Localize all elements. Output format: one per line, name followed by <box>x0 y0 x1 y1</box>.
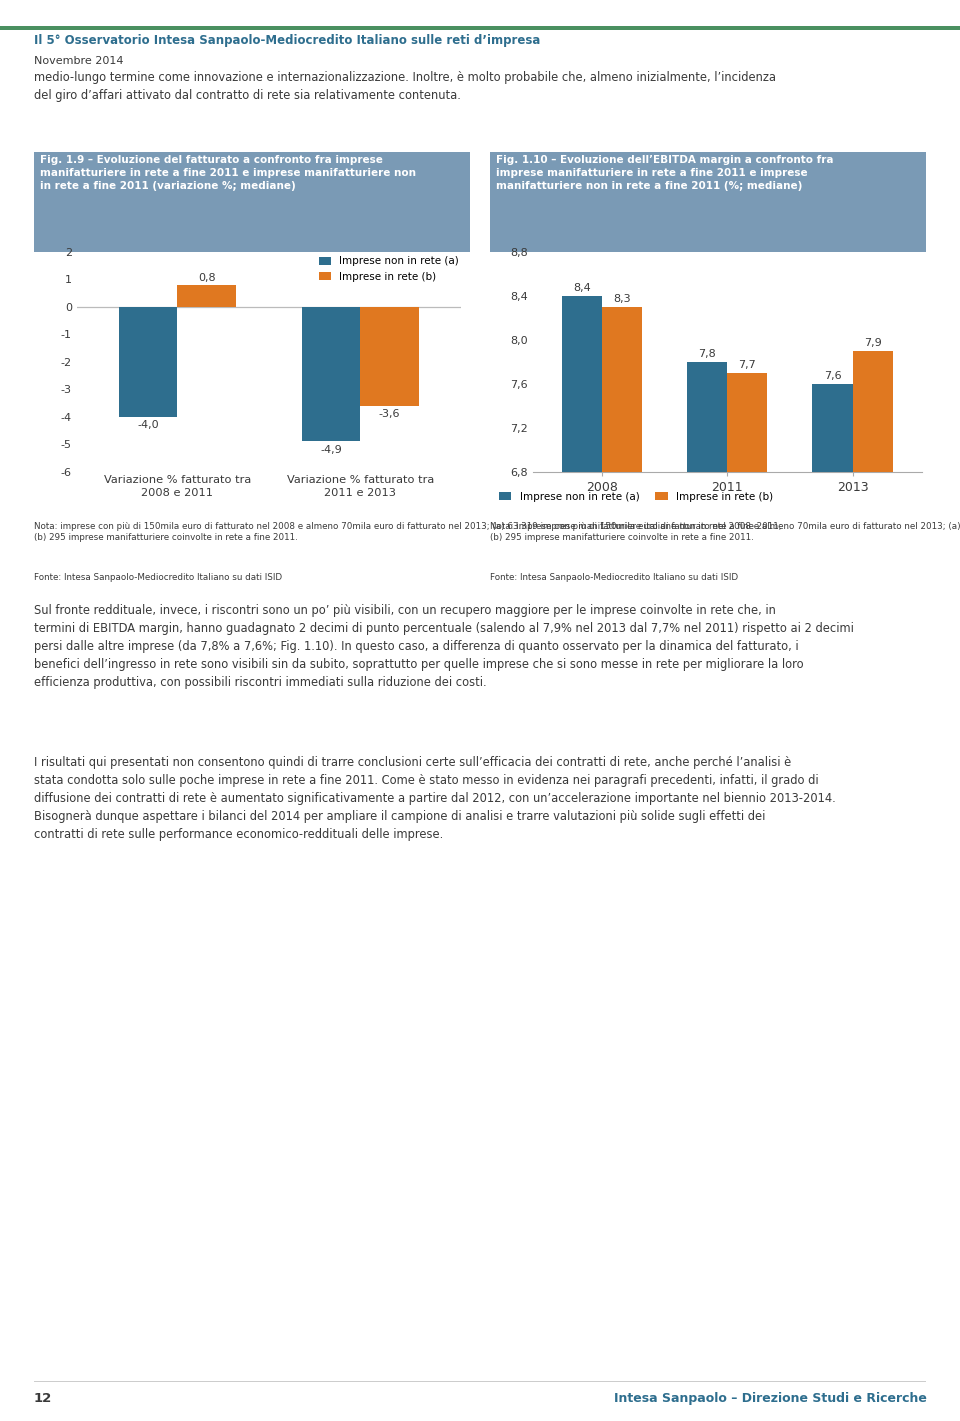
Bar <box>178 284 236 307</box>
Bar <box>687 361 728 1221</box>
Text: 7,7: 7,7 <box>738 361 756 371</box>
Text: Nota: imprese con più di 150mila euro di fatturato nel 2008 e almeno 70mila euro: Nota: imprese con più di 150mila euro di… <box>34 522 781 543</box>
Bar <box>119 307 178 416</box>
Bar <box>812 384 852 1221</box>
Text: I risultati qui presentati non consentono quindi di trarre conclusioni certe sul: I risultati qui presentati non consenton… <box>34 756 835 841</box>
Text: medio-lungo termine come innovazione e internazionalizzazione. Inoltre, è molto : medio-lungo termine come innovazione e i… <box>34 71 776 102</box>
Text: Novembre 2014: Novembre 2014 <box>34 57 123 67</box>
Text: -4,9: -4,9 <box>320 445 342 455</box>
Text: -3,6: -3,6 <box>379 409 400 419</box>
Text: 8,3: 8,3 <box>613 294 631 304</box>
Text: 7,9: 7,9 <box>864 338 881 348</box>
Text: Variazione % fatturato tra
2008 e 2011: Variazione % fatturato tra 2008 e 2011 <box>104 475 251 497</box>
Text: 7,8: 7,8 <box>698 350 716 360</box>
Legend: Imprese non in rete (a), Imprese in rete (b): Imprese non in rete (a), Imprese in rete… <box>494 487 778 506</box>
Text: Fig. 1.9 – Evoluzione del fatturato a confronto fra imprese
manifatturiere in re: Fig. 1.9 – Evoluzione del fatturato a co… <box>40 155 416 192</box>
Text: Sul fronte reddituale, invece, i riscontri sono un po’ più visibili, con un recu: Sul fronte reddituale, invece, i riscont… <box>34 604 853 689</box>
Text: Fig. 1.10 – Evoluzione dell’EBITDA margin a confronto fra
imprese manifatturiere: Fig. 1.10 – Evoluzione dell’EBITDA margi… <box>496 155 833 192</box>
Text: -4,0: -4,0 <box>137 421 159 431</box>
Bar <box>602 307 642 1221</box>
Text: 7,6: 7,6 <box>824 371 841 381</box>
Text: 0,8: 0,8 <box>198 273 215 283</box>
Text: Intesa Sanpaolo – Direzione Studi e Ricerche: Intesa Sanpaolo – Direzione Studi e Rice… <box>613 1391 926 1405</box>
Text: 8,4: 8,4 <box>573 283 590 293</box>
Text: 12: 12 <box>34 1391 52 1405</box>
Text: Nota: imprese con più di 150mila euro di fatturato nel 2008 e almeno 70mila euro: Nota: imprese con più di 150mila euro di… <box>490 522 960 543</box>
Bar <box>360 307 419 406</box>
Bar <box>301 307 360 442</box>
Text: Fonte: Intesa Sanpaolo-Mediocredito Italiano su dati ISID: Fonte: Intesa Sanpaolo-Mediocredito Ital… <box>34 573 281 581</box>
Bar <box>728 372 767 1221</box>
Bar <box>852 351 893 1221</box>
Text: Variazione % fatturato tra
2011 e 2013: Variazione % fatturato tra 2011 e 2013 <box>287 475 434 497</box>
Text: Fonte: Intesa Sanpaolo-Mediocredito Italiano su dati ISID: Fonte: Intesa Sanpaolo-Mediocredito Ital… <box>490 573 737 581</box>
Bar <box>562 296 602 1221</box>
Legend: Imprese non in rete (a), Imprese in rete (b): Imprese non in rete (a), Imprese in rete… <box>314 253 464 286</box>
Text: Il 5° Osservatorio Intesa Sanpaolo-Mediocredito Italiano sulle reti d’impresa: Il 5° Osservatorio Intesa Sanpaolo-Medio… <box>34 34 540 47</box>
